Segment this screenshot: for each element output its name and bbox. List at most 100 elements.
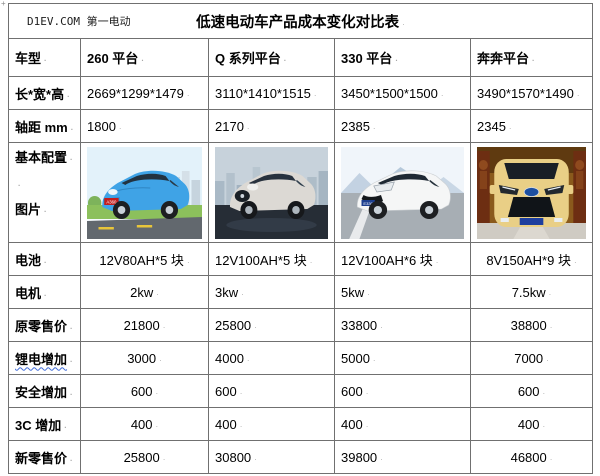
paragraph-mark: · bbox=[365, 388, 369, 398]
row-label-config-photo: 基本配置 · · 图片 · bbox=[8, 142, 81, 243]
row-label: 安全增加 · bbox=[8, 374, 81, 408]
cell-value: 400 · bbox=[208, 407, 335, 441]
paragraph-mark: · bbox=[508, 123, 512, 133]
paragraph-mark: · bbox=[440, 90, 444, 100]
paragraph-mark: · bbox=[241, 289, 244, 299]
paragraph-mark: · bbox=[372, 123, 376, 133]
paragraph-mark: · bbox=[313, 90, 317, 100]
cell-value: 38800 · bbox=[469, 308, 594, 342]
paragraph-mark: · bbox=[309, 257, 313, 267]
cell-value: 25800 · bbox=[80, 440, 209, 474]
cell-value: 2345 · bbox=[469, 109, 594, 143]
car-260-image: A360 bbox=[87, 146, 202, 239]
cell-value: 3490*1570*1490 · bbox=[469, 76, 594, 110]
cell-value: 3450*1500*1500 · bbox=[334, 76, 471, 110]
cell-value: 600 · bbox=[80, 374, 209, 408]
cell-value: 400 · bbox=[469, 407, 594, 441]
car-photo-260-platform: A360 bbox=[80, 142, 209, 243]
svg-text:E330: E330 bbox=[363, 200, 373, 205]
table-row: 电池 · 12V80AH*5 块 · 12V100AH*5 块 · 12V100AH*6 块… bbox=[8, 242, 594, 276]
table-row: 锂电增加 · 3000 · 4000 · 5000 · 7000 · bbox=[8, 341, 594, 375]
column-header-benben: 奔奔平台 · bbox=[469, 38, 594, 77]
cell-value: 3kw · bbox=[208, 275, 335, 309]
cell-value: 7.5kw · bbox=[469, 275, 594, 309]
column-header-330: 330 平台 · bbox=[334, 38, 471, 77]
car-photo-q-series bbox=[208, 142, 335, 243]
table-row: 原零售价 · 21800 · 25800 · 33800 · 38800 · bbox=[8, 308, 594, 342]
paragraph-mark: · bbox=[70, 124, 74, 134]
cell-value: 4000 · bbox=[208, 341, 335, 375]
table-move-handle-icon: + bbox=[1, 0, 6, 8]
paragraph-mark: · bbox=[44, 257, 47, 267]
paragraph-mark: · bbox=[162, 454, 166, 464]
table-row: 轴距 mm · 1800 · 2170 · 2385 · 2345 · bbox=[8, 109, 594, 143]
cell-value: 33800 · bbox=[334, 308, 471, 342]
paragraph-mark: · bbox=[367, 289, 370, 299]
paragraph-mark: · bbox=[155, 388, 159, 398]
cell-value: 600 · bbox=[469, 374, 594, 408]
paragraph-mark: · bbox=[186, 90, 190, 100]
paragraph-mark: · bbox=[155, 421, 159, 431]
row-label: 长*宽*高 · bbox=[8, 76, 81, 110]
paragraph-mark: · bbox=[159, 355, 162, 365]
cell-value: 2669*1299*1479 · bbox=[80, 76, 209, 110]
paragraph-mark: · bbox=[576, 90, 580, 100]
paragraph-mark: · bbox=[372, 355, 376, 365]
paragraph-mark: · bbox=[70, 356, 73, 366]
cell-value: 600 · bbox=[208, 374, 335, 408]
table-row: 长*宽*高 · 2669*1299*1479 · 3110*1410*1515 · 3450… bbox=[8, 76, 594, 110]
paragraph-mark: · bbox=[542, 388, 546, 398]
paragraph-mark: · bbox=[548, 289, 552, 299]
cell-value: 600 · bbox=[334, 374, 471, 408]
title-cell: D1EV.COM 第一电动 低速电动车产品成本变化对比表 · bbox=[7, 3, 594, 39]
paragraph-mark: · bbox=[549, 454, 553, 464]
car-330-image: E330 bbox=[341, 146, 464, 239]
paragraph-mark: · bbox=[186, 257, 190, 267]
cell-value: 400 · bbox=[80, 407, 209, 441]
cell-value: 2170 · bbox=[208, 109, 335, 143]
cell-value: 21800 · bbox=[80, 308, 209, 342]
car-photo-benben-platform bbox=[469, 142, 594, 243]
header-row: 车型 · 260 平台 · Q 系列平台 · 330 平台 · 奔奔平台 · bbox=[8, 38, 594, 77]
paragraph-mark: · bbox=[254, 322, 257, 332]
paragraph-mark: · bbox=[380, 454, 383, 464]
table-row: 安全增加 · 600 · 600 · 600 · 600 · bbox=[8, 374, 594, 408]
paragraph-mark: · bbox=[239, 421, 243, 431]
title-row: D1EV.COM 第一电动 低速电动车产品成本变化对比表 · bbox=[7, 3, 594, 39]
cell-value: 2385 · bbox=[334, 109, 471, 143]
column-header-260: 260 平台 · bbox=[80, 38, 209, 77]
page-title: 低速电动车产品成本变化对比表 bbox=[196, 14, 400, 31]
cell-value: 12V100AH*5 块 · bbox=[208, 242, 335, 276]
paragraph-mark: · bbox=[546, 355, 549, 365]
paragraph-mark: · bbox=[542, 421, 546, 431]
images-row: 基本配置 · · 图片 · bbox=[8, 142, 594, 243]
cell-value: 5000 · bbox=[334, 341, 471, 375]
paragraph-mark: · bbox=[573, 257, 577, 267]
cell-value: 8V150AH*9 块 · bbox=[469, 242, 594, 276]
cell-value: 3000 · bbox=[80, 341, 209, 375]
cell-value: 30800 · bbox=[208, 440, 335, 474]
paragraph-mark: · bbox=[380, 322, 383, 332]
cell-value: 1800 · bbox=[80, 109, 209, 143]
paragraph-mark: · bbox=[239, 388, 243, 398]
paragraph-mark: · bbox=[70, 455, 73, 465]
paragraph-mark: · bbox=[254, 454, 257, 464]
row-label: 电池 · bbox=[8, 242, 81, 276]
cell-value: 5kw · bbox=[334, 275, 471, 309]
cell-value: 25800 · bbox=[208, 308, 335, 342]
car-photo-330-platform: E330 bbox=[334, 142, 471, 243]
paragraph-mark: · bbox=[118, 123, 122, 133]
cell-value: 46800 · bbox=[469, 440, 594, 474]
column-header-model: 车型 · bbox=[8, 38, 81, 77]
car-q-image bbox=[215, 146, 328, 239]
cell-value: 12V80AH*5 块 · bbox=[80, 242, 209, 276]
table-row: 新零售价 · 25800 · 30800 · 39800 · 46800 · bbox=[8, 440, 594, 474]
cell-value: 2kw · bbox=[80, 275, 209, 309]
cell-value: 39800 · bbox=[334, 440, 471, 474]
row-label: 轴距 mm · bbox=[8, 109, 81, 143]
paragraph-mark: · bbox=[156, 289, 159, 299]
row-label: 原零售价 · bbox=[8, 308, 81, 342]
svg-text:A360: A360 bbox=[106, 199, 117, 204]
cell-value: 12V100AH*6 块 · bbox=[334, 242, 471, 276]
site-watermark: D1EV.COM 第一电动 bbox=[27, 15, 131, 28]
